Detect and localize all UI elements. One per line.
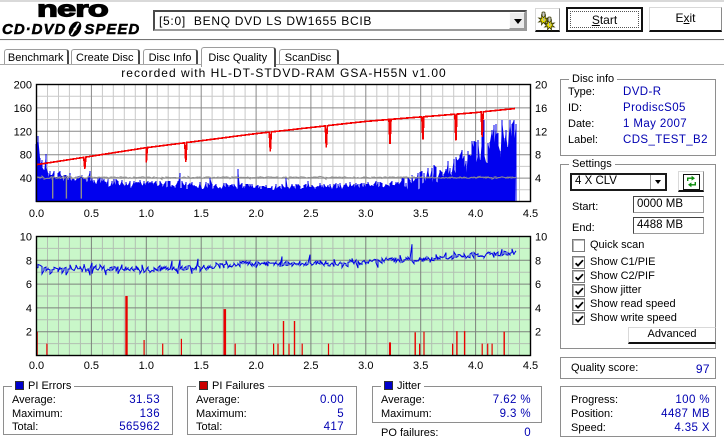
svg-text:1.5: 1.5 bbox=[194, 360, 209, 372]
svg-text:2.0: 2.0 bbox=[248, 208, 263, 220]
svg-text:2: 2 bbox=[535, 327, 541, 339]
svg-text:10: 10 bbox=[535, 232, 547, 244]
svg-text:10: 10 bbox=[20, 232, 32, 244]
svg-text:200: 200 bbox=[14, 80, 32, 92]
svg-text:4.0: 4.0 bbox=[468, 208, 483, 220]
svg-text:4.5: 4.5 bbox=[523, 360, 538, 372]
svg-text:8: 8 bbox=[26, 255, 32, 267]
svg-text:6: 6 bbox=[535, 279, 541, 291]
svg-text:40: 40 bbox=[20, 173, 32, 185]
svg-text:3.0: 3.0 bbox=[358, 360, 373, 372]
svg-text:20: 20 bbox=[535, 80, 547, 92]
svg-text:0.0: 0.0 bbox=[29, 360, 44, 372]
svg-text:1.5: 1.5 bbox=[194, 208, 209, 220]
svg-text:160: 160 bbox=[14, 103, 32, 115]
svg-text:2.5: 2.5 bbox=[303, 208, 318, 220]
svg-text:6: 6 bbox=[26, 279, 32, 291]
svg-text:8: 8 bbox=[535, 255, 541, 267]
svg-text:4.0: 4.0 bbox=[468, 360, 483, 372]
svg-text:80: 80 bbox=[20, 150, 32, 162]
svg-text:1.0: 1.0 bbox=[139, 208, 154, 220]
svg-text:2.0: 2.0 bbox=[248, 360, 263, 372]
svg-text:2.5: 2.5 bbox=[303, 360, 318, 372]
svg-text:3.5: 3.5 bbox=[413, 208, 428, 220]
svg-text:0.5: 0.5 bbox=[84, 208, 99, 220]
svg-text:0.0: 0.0 bbox=[29, 208, 44, 220]
svg-text:4: 4 bbox=[535, 173, 541, 185]
svg-text:16: 16 bbox=[535, 103, 547, 115]
svg-text:1.0: 1.0 bbox=[139, 360, 154, 372]
svg-text:4.5: 4.5 bbox=[523, 208, 538, 220]
svg-text:4: 4 bbox=[26, 303, 32, 315]
svg-text:3.5: 3.5 bbox=[413, 360, 428, 372]
svg-text:8: 8 bbox=[535, 150, 541, 162]
svg-text:3.0: 3.0 bbox=[358, 208, 373, 220]
svg-text:4: 4 bbox=[535, 303, 541, 315]
svg-text:2: 2 bbox=[26, 327, 32, 339]
svg-text:0.5: 0.5 bbox=[84, 360, 99, 372]
svg-text:recorded with HL-DT-STDVD-RAM: recorded with HL-DT-STDVD-RAM GSA-H55N v… bbox=[121, 66, 446, 80]
svg-text:120: 120 bbox=[14, 126, 32, 138]
svg-text:12: 12 bbox=[535, 126, 547, 138]
